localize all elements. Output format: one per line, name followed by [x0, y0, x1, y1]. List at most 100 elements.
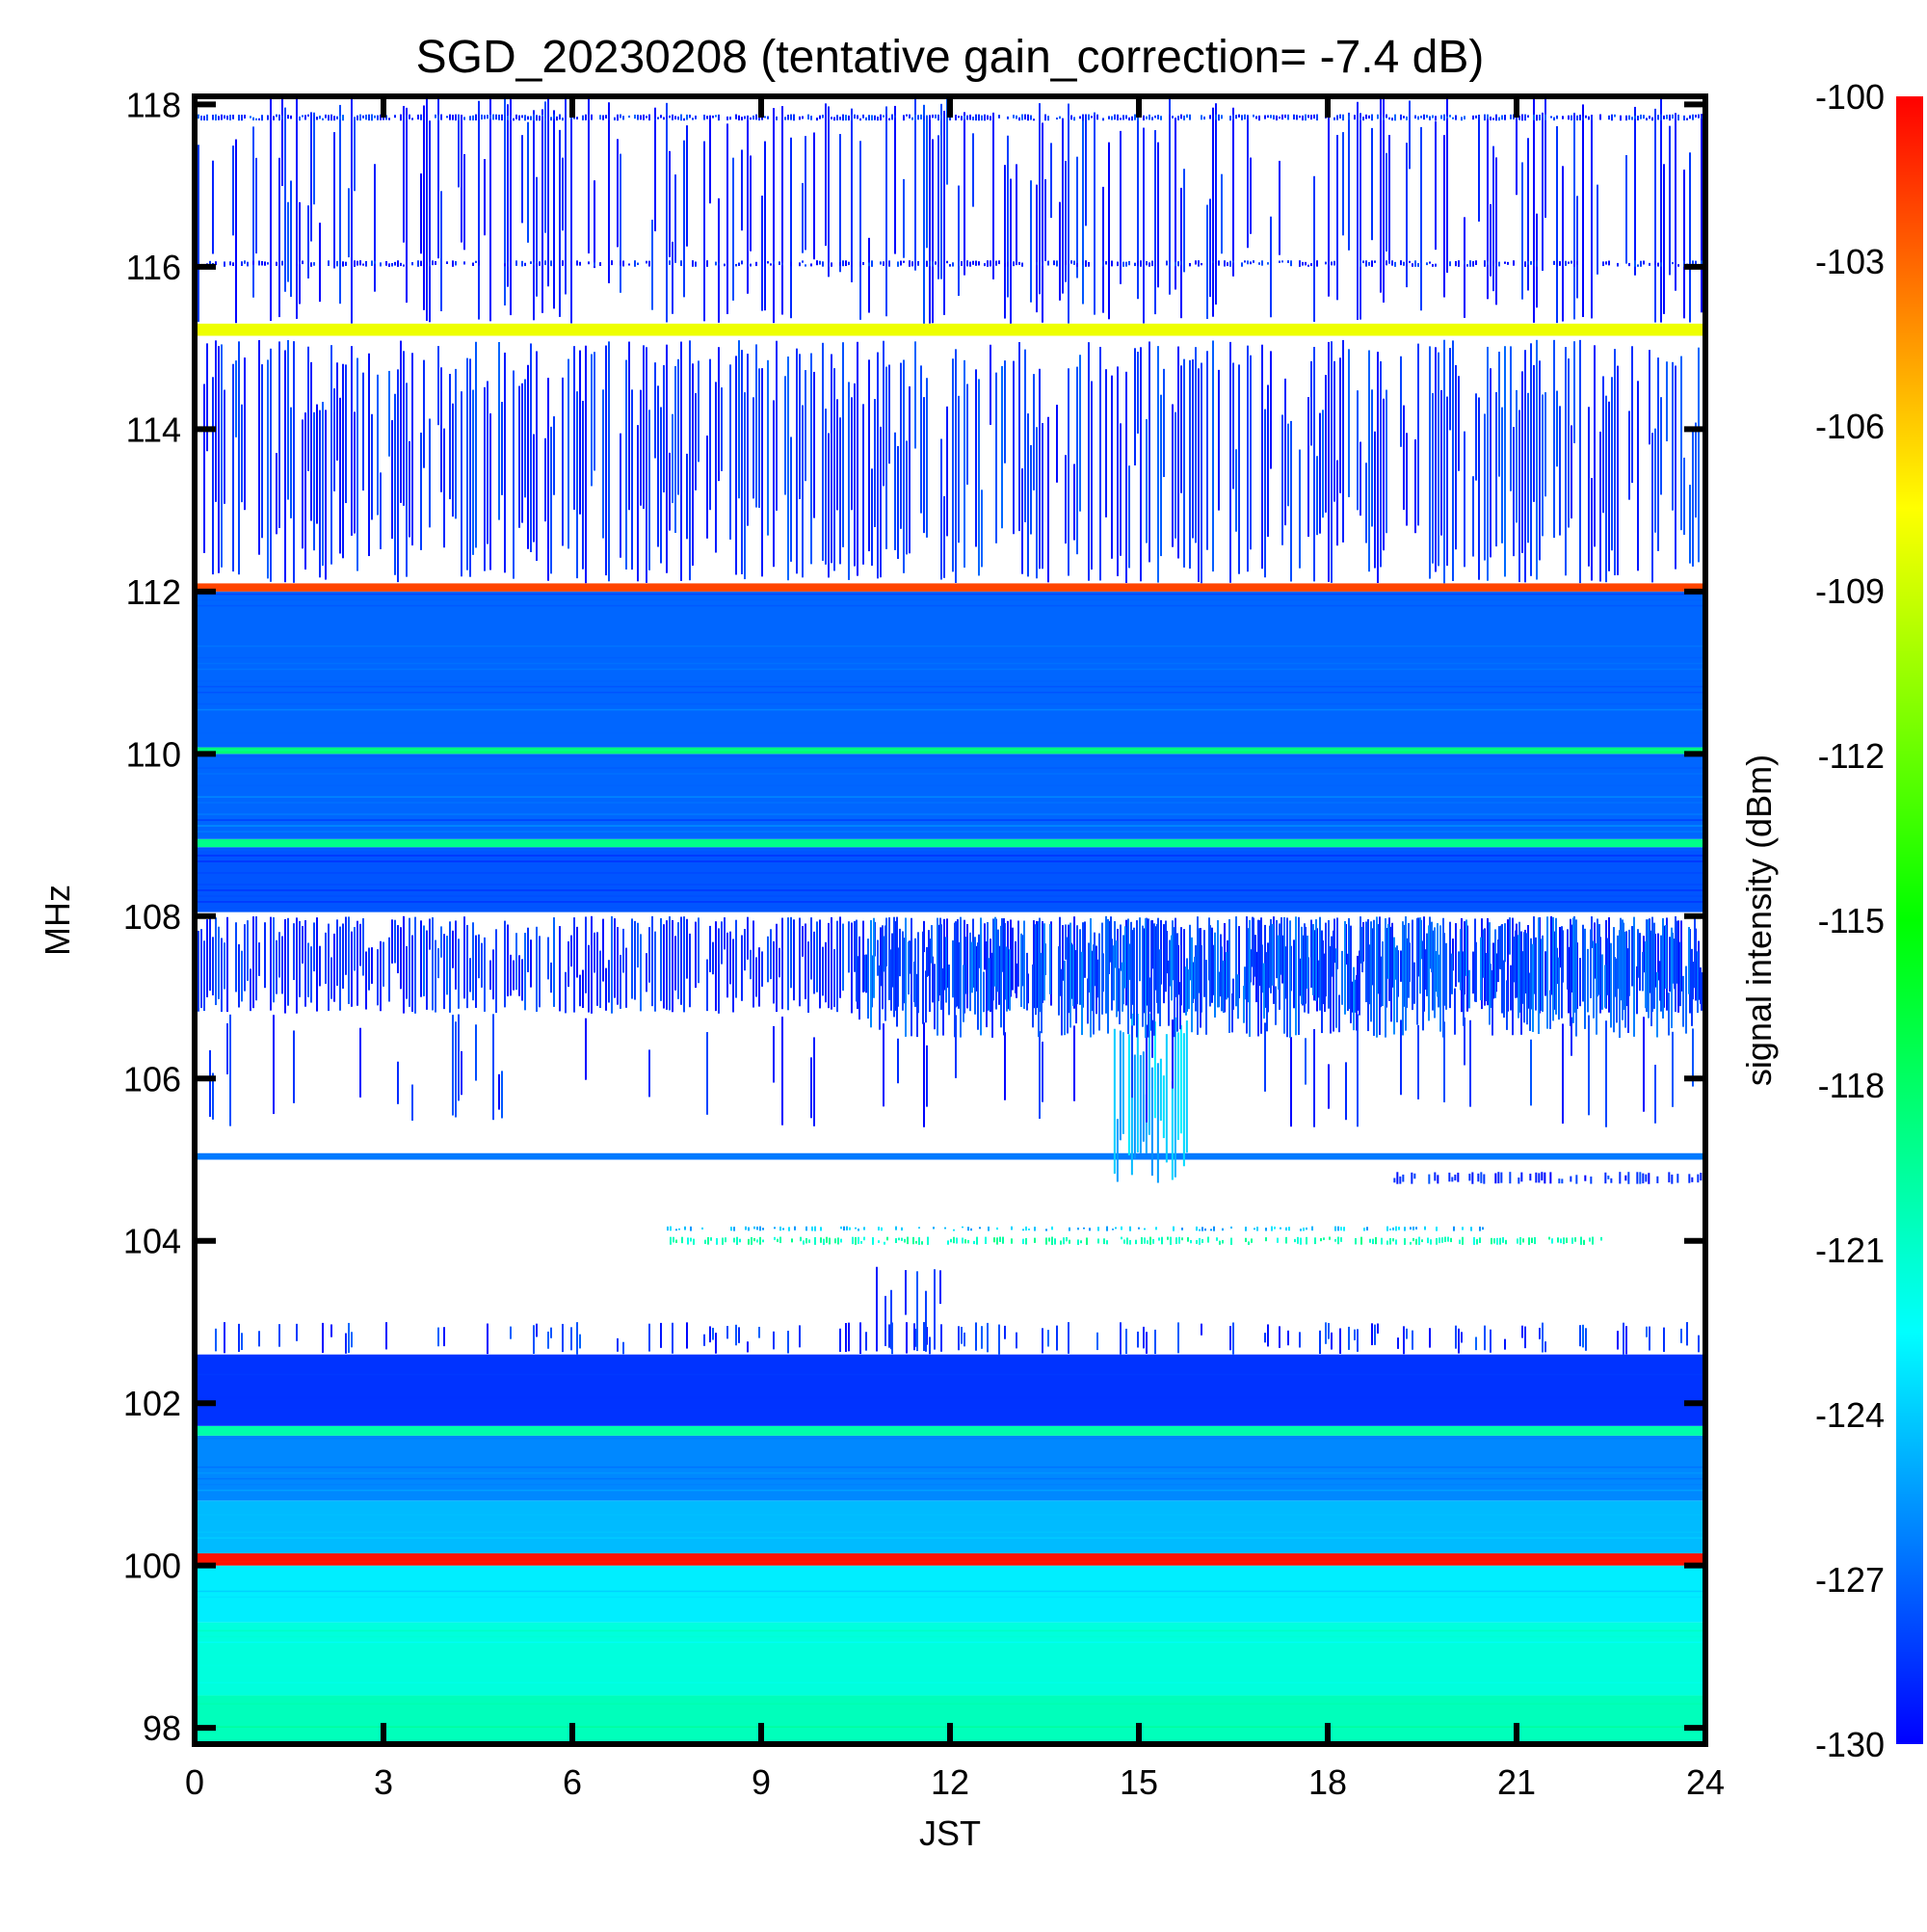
signal-streak	[437, 948, 439, 979]
signal-streak	[1171, 1080, 1174, 1180]
signal-streak	[1265, 1228, 1267, 1231]
signal-streak	[241, 404, 243, 503]
signal-streak	[446, 936, 448, 995]
signal-streak	[1034, 1227, 1036, 1231]
signal-streak	[620, 114, 621, 119]
signal-streak	[1177, 116, 1179, 120]
signal-streak	[726, 1326, 728, 1339]
signal-streak	[224, 261, 225, 267]
signal-streak	[974, 937, 976, 1015]
signal-streak	[1391, 118, 1393, 121]
signal-streak	[397, 1061, 399, 1104]
colorbar-tick-label: -112	[1818, 736, 1885, 776]
signal-streak	[1334, 1239, 1336, 1242]
signal-streak	[359, 923, 361, 966]
signal-streak	[648, 410, 650, 570]
signal-streak	[755, 957, 757, 997]
signal-streak	[839, 1328, 841, 1352]
signal-streak	[611, 915, 613, 1014]
signal-streak	[1084, 921, 1086, 978]
signal-streak	[922, 931, 924, 1024]
signal-streak	[1076, 366, 1078, 555]
signal-streak	[388, 118, 390, 120]
signal-streak	[1590, 1176, 1593, 1184]
signal-streak	[914, 115, 916, 120]
signal-streak	[706, 116, 708, 119]
signal-streak	[840, 1226, 842, 1230]
signal-streak	[1526, 933, 1528, 1025]
signal-streak	[319, 261, 321, 267]
signal-streak	[1379, 916, 1381, 1036]
signal-streak	[1563, 1237, 1565, 1245]
signal-streak	[1544, 951, 1546, 996]
signal-streak	[406, 945, 408, 999]
signal-streak	[1160, 394, 1162, 557]
signal-streak	[1476, 1238, 1478, 1245]
signal-streak	[1487, 114, 1489, 119]
signal-streak	[939, 917, 941, 996]
signal-streak	[489, 114, 491, 119]
signal-streak	[736, 1236, 738, 1245]
signal-streak	[342, 363, 344, 559]
signal-streak	[1306, 1236, 1307, 1245]
signal-streak	[1571, 1237, 1573, 1244]
signal-streak	[1196, 1226, 1198, 1231]
signal-streak	[1133, 1054, 1136, 1159]
signal-streak	[212, 937, 214, 995]
signal-streak	[313, 262, 315, 266]
signal-streak	[1122, 261, 1124, 267]
y-tick-label: 104	[123, 1222, 181, 1261]
signal-streak	[913, 961, 915, 1003]
signal-streak	[576, 260, 578, 266]
signal-streak	[634, 260, 636, 267]
signal-streak	[336, 919, 338, 986]
signal-streak	[836, 399, 838, 511]
signal-streak	[920, 114, 922, 119]
signal-streak	[1510, 346, 1512, 491]
signal-streak	[931, 925, 933, 964]
signal-streak	[859, 261, 861, 267]
signal-streak	[423, 117, 425, 120]
signal-streak	[741, 149, 743, 231]
signal-streak	[293, 1030, 295, 1103]
signal-streak	[683, 916, 685, 1013]
signal-streak	[296, 917, 298, 1014]
signal-streak	[1642, 951, 1644, 992]
signal-streak	[1558, 1178, 1561, 1184]
signal-streak	[1210, 1229, 1212, 1231]
signal-streak	[1466, 264, 1468, 267]
signal-streak	[939, 1270, 941, 1305]
signal-streak	[1108, 142, 1110, 320]
signal-streak	[1436, 1226, 1438, 1231]
signal-streak	[1469, 1019, 1471, 1107]
signal-streak	[1576, 196, 1578, 299]
signal-streak	[385, 1322, 387, 1350]
signal-streak	[1267, 115, 1269, 119]
signal-streak	[1400, 356, 1402, 447]
signal-streak	[1290, 1037, 1292, 1127]
signal-streak	[1065, 260, 1067, 266]
signal-streak	[773, 940, 775, 1004]
signal-streak	[1660, 262, 1662, 267]
signal-streak	[1574, 1237, 1576, 1242]
signal-streak	[264, 261, 266, 266]
signal-streak	[1392, 1238, 1394, 1242]
signal-streak	[963, 965, 964, 1022]
signal-streak	[1429, 1328, 1431, 1348]
signal-streak	[530, 940, 532, 988]
band-line	[195, 691, 1705, 694]
signal-streak	[747, 115, 749, 120]
spectrum-band	[667, 1226, 1484, 1231]
signal-streak	[1036, 427, 1038, 579]
signal-streak	[1613, 927, 1615, 1033]
signal-streak	[458, 939, 460, 1009]
signal-streak	[463, 916, 465, 999]
signal-streak	[1344, 921, 1346, 1015]
signal-streak	[356, 260, 358, 266]
signal-streak	[799, 262, 801, 267]
signal-streak	[891, 114, 893, 120]
signal-streak	[411, 1084, 413, 1121]
signal-streak	[1150, 1067, 1153, 1177]
signal-streak	[1016, 1332, 1017, 1349]
signal-streak	[1495, 392, 1497, 547]
